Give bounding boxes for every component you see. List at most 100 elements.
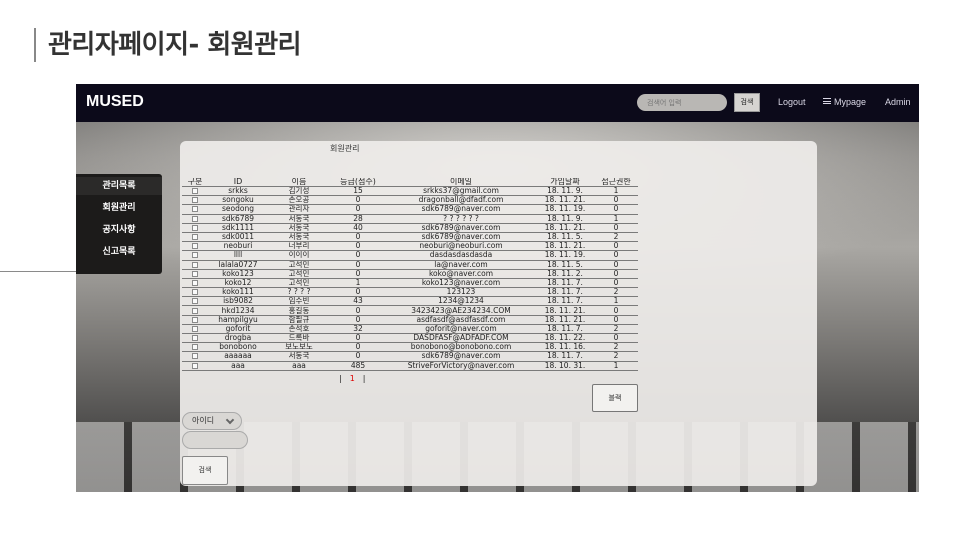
cell-access: 2 <box>594 351 638 362</box>
row-checkbox[interactable] <box>192 234 198 241</box>
table-row: drogba 드록바 0 DASDFASF@ADFADF.COM 18. 11. 22.… <box>182 333 638 344</box>
row-checkbox[interactable] <box>192 215 198 222</box>
row-checkbox[interactable] <box>192 353 198 360</box>
row-checkbox[interactable] <box>192 270 198 277</box>
col-header-name: 이름 <box>291 178 307 186</box>
search-type-select[interactable]: 아이디 <box>182 412 242 430</box>
row-checkbox[interactable] <box>192 325 198 332</box>
row-checkbox[interactable] <box>192 298 198 305</box>
table-row: koko111? ? ? ? 0 123123 18. 11. 7. 2 <box>182 287 638 298</box>
member-search-field[interactable] <box>182 431 248 449</box>
cell-access: 2 <box>594 287 638 298</box>
row-checkbox[interactable] <box>192 335 198 342</box>
row-select-cell <box>182 305 208 316</box>
cell-name: 이이이 <box>268 250 330 261</box>
cell-access: 1 <box>594 296 638 307</box>
pagination-next[interactable]: | <box>362 374 366 383</box>
search-input[interactable] <box>637 94 727 111</box>
cell-email: dasdasdasdasda <box>386 250 536 261</box>
menu-icon <box>823 98 831 104</box>
cell-email: asdfasdf@asdfasdf.com <box>386 315 536 325</box>
row-checkbox[interactable] <box>192 197 198 204</box>
top-navbar: MUSED 검색 Logout Mypage Admin <box>76 84 919 122</box>
cell-name: 서동국 <box>268 214 330 224</box>
cell-date: 18. 11. 9. <box>536 186 594 197</box>
row-select-cell <box>182 315 208 325</box>
row-checkbox[interactable] <box>192 261 198 268</box>
row-select-cell <box>182 361 208 371</box>
row-checkbox[interactable] <box>192 224 198 231</box>
table-row: sdk1111 서동국 40 sdk6789@naver.com 18. 11. 21.… <box>182 223 638 233</box>
cell-grade: 0 <box>330 315 386 325</box>
cell-name: 홍길동 <box>268 305 330 316</box>
table-row: hkd1234 홍길동 0 3423423@AE234234.COM 18. 11. 2… <box>182 305 638 316</box>
cell-date: 18. 11. 16. <box>536 342 594 353</box>
cell-id: lalala0727 <box>208 260 268 270</box>
table-row: aaa aaa 485 StriveForVictory@naver.com 18. 1… <box>182 361 638 371</box>
row-select-cell <box>182 204 208 215</box>
sidebar-item-admin-list[interactable]: 관리목록 <box>76 177 162 195</box>
row-checkbox[interactable] <box>192 243 198 250</box>
cell-date: 18. 11. 7. <box>536 324 594 335</box>
table-row: isb9082 임수빈 43 1234@1234 18. 11. 7. 1 <box>182 296 638 307</box>
cell-access: 0 <box>594 241 638 252</box>
cell-email: goforit@naver.com <box>386 324 536 335</box>
cell-email: ? ? ? ? ? ? <box>386 214 536 224</box>
cell-access: 0 <box>594 333 638 344</box>
row-checkbox[interactable] <box>192 344 198 351</box>
sidebar-item-reports[interactable]: 신고목록 <box>102 247 136 257</box>
row-checkbox[interactable] <box>192 252 198 259</box>
row-select-cell <box>182 324 208 335</box>
sidebar-item-notices[interactable]: 공지사항 <box>102 225 136 235</box>
cell-access: 2 <box>594 324 638 335</box>
cell-id: srkks <box>208 186 268 197</box>
cell-id: drogba <box>208 333 268 344</box>
mypage-link[interactable]: Mypage <box>823 97 866 107</box>
cell-email: dragonball@dfadf.com <box>386 195 536 206</box>
row-checkbox[interactable] <box>192 316 198 323</box>
row-select-cell <box>182 260 208 270</box>
row-select-cell <box>182 351 208 362</box>
row-checkbox[interactable] <box>192 289 198 296</box>
cell-grade: 0 <box>330 232 386 243</box>
row-select-cell <box>182 333 208 344</box>
table-row: koko123 고석민 0 koko@naver.com 18. 11. 2. 0 <box>182 269 638 279</box>
table-row: lalala0727 고석민 0 la@naver.com 18. 11. 5. 0 <box>182 260 638 270</box>
cell-grade: 0 <box>330 287 386 298</box>
search-button[interactable]: 검색 <box>734 93 760 112</box>
cell-access: 0 <box>594 204 638 215</box>
cell-grade: 28 <box>330 214 386 224</box>
cell-access: 2 <box>594 342 638 353</box>
logout-link[interactable]: Logout <box>778 97 806 107</box>
table-row: llll 이이이 0 dasdasdasdasda 18. 11. 19. 0 <box>182 250 638 261</box>
pagination-current[interactable]: 1 <box>349 374 355 383</box>
sidebar-item-members[interactable]: 회원관리 <box>102 203 136 213</box>
admin-link[interactable]: Admin <box>885 97 911 107</box>
table-row: hampilgyu 함필규 0 asdfasdf@asdfasdf.com 18. 11… <box>182 315 638 325</box>
row-select-cell <box>182 214 208 224</box>
cell-id: sdk1111 <box>208 223 268 233</box>
site-logo[interactable]: MUSED <box>86 93 144 110</box>
cell-id: sdk6789 <box>208 214 268 224</box>
cell-name: 서동국 <box>268 351 330 362</box>
row-checkbox[interactable] <box>192 307 198 314</box>
panel-title: 회원관리 <box>330 144 360 153</box>
col-header-id: ID <box>233 178 243 186</box>
row-checkbox[interactable] <box>192 279 198 286</box>
block-member-button[interactable]: 블랙 <box>592 384 638 412</box>
cell-email: koko123@naver.com <box>386 278 536 289</box>
pagination-prev[interactable]: | <box>339 374 342 383</box>
row-select-cell <box>182 241 208 252</box>
member-search-button[interactable]: 검색 <box>182 456 228 485</box>
cell-email: 3423423@AE234234.COM <box>386 305 536 316</box>
cell-name: ? ? ? ? <box>268 287 330 298</box>
cell-access: 0 <box>594 315 638 325</box>
row-checkbox[interactable] <box>192 362 198 369</box>
row-checkbox[interactable] <box>192 188 198 195</box>
cell-id: isb9082 <box>208 296 268 307</box>
row-checkbox[interactable] <box>192 206 198 213</box>
cell-date: 18. 11. 21. <box>536 223 594 233</box>
cell-id: bonobono <box>208 342 268 353</box>
cell-email: 1234@1234 <box>386 296 536 307</box>
